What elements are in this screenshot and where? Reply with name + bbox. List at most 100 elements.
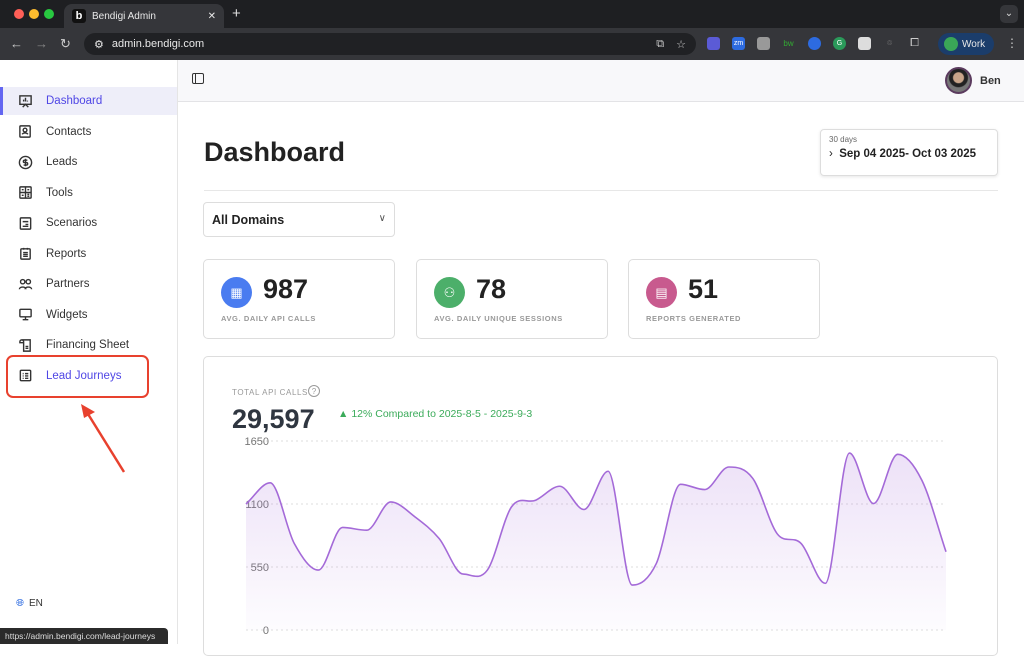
date-range-label: 30 days [829,135,858,144]
tab-search-button[interactable]: ⌄ [1000,5,1018,23]
new-tab-button[interactable]: + [232,5,241,22]
bookmark-star-icon[interactable]: ☆ [676,38,686,51]
data-point[interactable] [895,451,901,457]
data-point[interactable] [943,549,949,555]
domain-select[interactable]: All Domains ∨ [203,202,395,237]
close-tab-icon[interactable]: ✕ [207,10,216,22]
data-point[interactable] [653,560,659,566]
date-range-picker[interactable]: 30 days › Sep 04 2025- Oct 03 2025 [820,129,998,176]
sidebar-toggle-icon[interactable] [192,73,204,84]
data-point[interactable] [484,567,490,573]
data-point[interactable] [436,535,442,541]
profile-button[interactable]: Work [938,33,994,55]
sidebar-item-contacts[interactable]: Contacts [0,118,177,146]
stat-label: AVG. DAILY API CALLS [221,314,316,323]
data-point[interactable] [364,527,370,533]
sidebar-item-lead-journeys[interactable]: Lead Journeys [0,362,177,390]
forward-icon[interactable]: → [35,36,48,51]
data-point[interactable] [846,450,852,456]
address-bar[interactable]: ⚙ admin.bendigi.com ⧉ ☆ [84,33,696,55]
sidebar-item-label: Widgets [46,308,88,321]
site-settings-icon[interactable]: ⚙ [94,38,104,51]
data-point[interactable] [340,524,346,530]
data-point[interactable] [677,481,683,487]
data-point[interactable] [871,501,877,507]
calculator-icon: ▦ [221,277,252,308]
data-point[interactable] [412,514,418,520]
data-point[interactable] [581,506,587,512]
data-point[interactable] [267,480,273,486]
clipboard-icon [20,247,31,260]
user-menu[interactable]: Ben [945,67,1001,94]
data-point[interactable] [629,582,635,588]
data-point[interactable] [750,476,756,482]
help-icon[interactable]: ? [308,385,320,397]
data-point[interactable] [798,541,804,547]
contact-card-icon [19,125,31,138]
sidebar-item-scenarios[interactable]: Scenarios [0,209,177,237]
maximize-window-button[interactable] [44,9,54,19]
total-api-calls-value: 29,597 [232,404,315,434]
minimize-window-button[interactable] [29,9,39,19]
password-extension-icon[interactable] [808,37,821,50]
camera-extension-icon[interactable] [757,37,770,50]
stat-value: 987 [263,274,309,304]
extension-icon[interactable] [707,37,720,50]
chevron-right-icon: › [829,148,840,160]
comparison-label: 12% Compared to 2025-8-5 - 2025-9-3 [351,408,533,420]
sidebar-item-dashboard[interactable]: Dashboard [0,87,177,115]
extension-icon[interactable]: zm [732,37,745,50]
sidebar-item-reports[interactable]: Reports [0,240,177,268]
back-icon[interactable]: ← [10,36,23,51]
data-point[interactable] [460,571,466,577]
data-point[interactable] [533,497,539,503]
data-point[interactable] [388,499,394,505]
annotation-highlight-box [6,355,149,398]
data-point[interactable] [726,464,732,470]
favicon-icon: b [72,9,86,23]
install-icon[interactable]: ⧉ [656,37,665,50]
sidebar-item-label: Tools [46,186,73,199]
browser-tab[interactable]: b Bendigi Admin ✕ [64,4,224,28]
extension-icon[interactable]: bw [783,39,794,48]
data-point[interactable] [702,487,708,493]
series-area [246,453,946,630]
tab-title: Bendigi Admin [92,10,156,22]
extensions-puzzle-icon[interactable]: ⧠ [910,37,919,49]
language-selector[interactable]: 🌐︎ EN [16,598,43,609]
stat-value: 51 [688,274,719,304]
stat-value: 78 [476,274,507,304]
url-text: admin.bendigi.com [111,38,205,50]
reload-icon[interactable]: ↻ [60,36,71,51]
sidebar-item-widgets[interactable]: Widgets [0,301,177,329]
sidebar-item-partners[interactable]: Partners [0,270,177,298]
extension-icon[interactable]: ♲ [886,40,893,47]
chart-title: TOTAL API CALLS [232,388,308,397]
sidebar-item-financing-sheet[interactable]: Financing Sheet [0,331,177,359]
data-point[interactable] [291,541,297,547]
data-point[interactable] [557,483,563,489]
data-point[interactable] [774,531,780,537]
data-point[interactable] [243,501,249,507]
grammarly-icon[interactable]: G [833,37,846,50]
series-line [245,452,947,586]
arrow-up-icon: ▲ [338,408,352,420]
users-icon: ⚇ [434,277,465,308]
browser-menu-icon[interactable]: ⋮ [1006,36,1018,50]
top-header [178,60,1024,102]
comparison-text: ▲ 12% Compared to 2025-8-5 - 2025-9-3 [338,408,532,420]
data-point[interactable] [919,477,925,483]
sidebar-item-label: Reports [46,247,87,260]
close-window-button[interactable] [14,9,24,19]
sidebar-item-leads[interactable]: Leads [0,148,177,176]
data-point[interactable] [822,580,828,586]
data-point[interactable] [315,567,321,573]
profile-avatar-icon [944,37,958,51]
data-point[interactable] [509,504,515,510]
data-point[interactable] [605,468,611,474]
monitor-icon [19,308,32,321]
chevron-down-icon: ∨ [378,213,386,224]
extension-icon[interactable] [858,37,871,50]
document-icon: ▤ [646,277,677,308]
sidebar-item-tools[interactable]: Tools [0,179,177,207]
